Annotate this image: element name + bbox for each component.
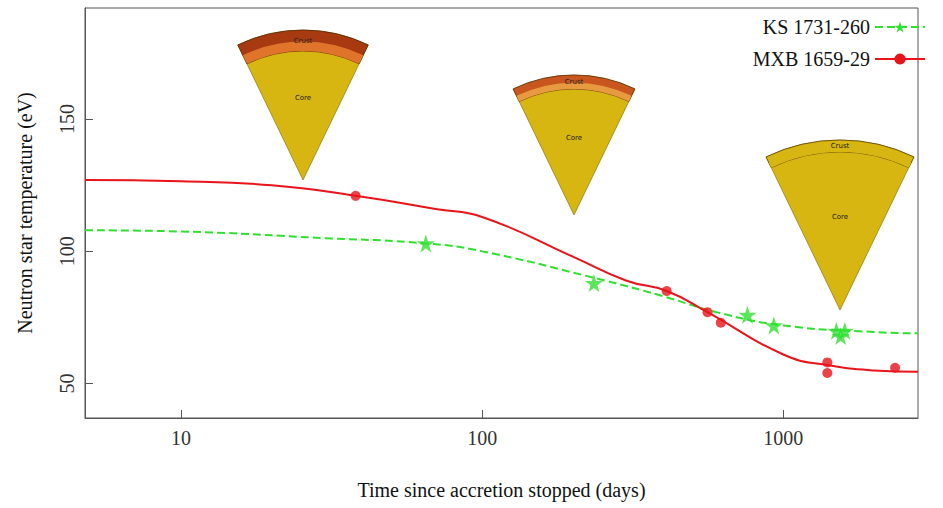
svg-text:Neutron star temperature (eV): Neutron star temperature (eV) (14, 92, 37, 334)
svg-text:Crust: Crust (831, 142, 850, 150)
svg-text:MXB 1659-29: MXB 1659-29 (753, 48, 870, 70)
svg-text:100: 100 (56, 236, 78, 266)
svg-text:Time since accretion stopped (: Time since accretion stopped (days) (357, 479, 645, 502)
svg-text:Core: Core (832, 213, 848, 221)
svg-text:1000: 1000 (763, 427, 803, 449)
svg-text:100: 100 (467, 427, 497, 449)
svg-text:10: 10 (171, 427, 191, 449)
svg-text:Core: Core (295, 94, 311, 102)
svg-text:50: 50 (56, 374, 78, 394)
svg-text:Core: Core (566, 134, 582, 142)
svg-text:Crust: Crust (565, 78, 584, 86)
svg-text:150: 150 (56, 104, 78, 134)
svg-text:KS 1731-260: KS 1731-260 (763, 16, 870, 38)
svg-text:Crust: Crust (294, 37, 313, 45)
